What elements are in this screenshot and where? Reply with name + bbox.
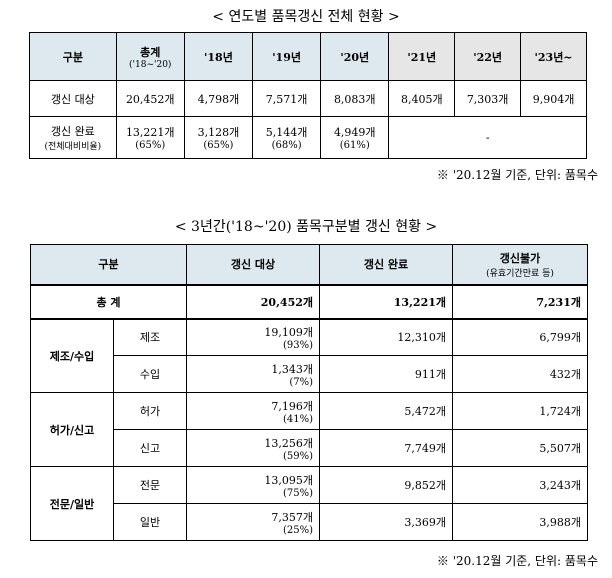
cell: 4,798개 <box>183 80 254 117</box>
sub-label: 허가 <box>113 392 187 430</box>
sub-label: 신고 <box>113 429 187 467</box>
table1-note: ※ '20.12월 기준, 단위: 품목수 <box>436 168 598 182</box>
total-row: 총 계 20,452개 13,221개 7,231개 <box>30 283 588 319</box>
header-y19: '19년 <box>251 32 322 81</box>
sub-label: 제조 <box>113 317 187 356</box>
cell: 5,507개 <box>452 429 588 467</box>
cell: 7,571개 <box>251 80 322 117</box>
cell: 3,128개 (65%) <box>183 116 254 159</box>
cell: 13,221개 (65%) <box>115 116 185 159</box>
header-done: 갱신 완료 <box>319 244 453 285</box>
cell-future: - <box>388 116 587 159</box>
table2-title: < 3년간('18~'20) 품목구분별 갱신 현황 > <box>174 219 438 235</box>
cell: 13,095개 (75%) <box>186 466 320 504</box>
table-row: 수입 1,343개 (7%) 911개 432개 <box>31 355 588 393</box>
category-renewal-table: 구분 갱신 대상 갱신 완료 갱신불가 (유효기간만료 등) 총 계 20,452… <box>30 244 588 541</box>
cell: 19,109개 (93%) <box>186 317 320 356</box>
cell: 8,405개 <box>388 80 456 117</box>
group-label: 제조/수입 <box>30 317 114 393</box>
header-total: 총계 ('18~'20) <box>115 32 185 81</box>
cell: 13,256개 (59%) <box>186 429 320 467</box>
sub-label: 일반 <box>113 503 187 541</box>
table-row: 전문/일반 전문 13,095개 (75%) 9,852개 3,243개 <box>30 466 588 541</box>
header-y18: '18년 <box>183 32 254 81</box>
cell: 7,231개 <box>452 283 588 319</box>
row-label: 갱신 대상 <box>29 80 117 117</box>
group-label: 전문/일반 <box>30 466 114 541</box>
sub-label: 수입 <box>113 355 187 393</box>
cell: 13,221개 <box>319 283 453 319</box>
header-target: 갱신 대상 <box>186 244 320 285</box>
cell: 6,799개 <box>452 317 588 356</box>
header-y23: '23년~ <box>520 32 587 81</box>
cell: 1,343개 (7%) <box>186 355 320 393</box>
sub-label: 전문 <box>113 466 187 504</box>
cell: 9,852개 <box>319 466 453 504</box>
header-y20: '20년 <box>320 32 390 81</box>
total-label: 총 계 <box>30 283 187 319</box>
cell: 911개 <box>319 355 453 393</box>
header-category: 구분 <box>29 32 117 81</box>
table-row: 제조/수입 제조 19,109개 (93%) 12,310개 6,799개 <box>30 317 588 393</box>
yearly-renewal-table: 구분 총계 ('18~'20) '18년 '19년 '20년 '21년 '22년 … <box>29 32 587 159</box>
table1-title: < 연도별 품목갱신 전체 현황 > <box>212 9 400 25</box>
cell: 5,472개 <box>319 392 453 430</box>
cell: 3,369개 <box>319 503 453 541</box>
cell: 20,452개 <box>186 283 320 319</box>
table2-note: ※ '20.12월 기준, 단위: 품목수 <box>436 554 598 568</box>
cell: 12,310개 <box>319 317 453 356</box>
cell: 1,724개 <box>452 392 588 430</box>
cell: 3,988개 <box>452 503 588 541</box>
table-row: 허가/신고 허가 7,196개 (41%) 5,472개 1,724개 <box>30 392 588 467</box>
cell: 5,144개 (68%) <box>251 116 322 159</box>
table-row: 신고 13,256개 (59%) 7,749개 5,507개 <box>31 429 588 467</box>
cell: 7,357개 (25%) <box>186 503 320 541</box>
group-label: 허가/신고 <box>30 392 114 467</box>
header-y22: '22년 <box>454 32 522 81</box>
row-label: 갱신 완료 (전체대비비율) <box>29 116 117 159</box>
header-y21: '21년 <box>388 32 456 81</box>
table-row: 갱신 대상 20,452개 4,798개 7,571개 8,083개 8,405… <box>29 80 587 117</box>
header-fail: 갱신불가 (유효기간만료 등) <box>452 244 588 285</box>
cell: 3,243개 <box>452 466 588 504</box>
cell: 7,303개 <box>454 80 522 117</box>
cell: 20,452개 <box>115 80 185 117</box>
table-row: 갱신 완료 (전체대비비율) 13,221개 (65%) 3,128개 (65%) 5… <box>29 116 587 159</box>
cell: 432개 <box>452 355 588 393</box>
cell: 9,904개 <box>520 80 587 117</box>
cell: 4,949개 (61%) <box>320 116 390 159</box>
table-row: 일반 7,357개 (25%) 3,369개 3,988개 <box>31 503 588 541</box>
cell: 7,749개 <box>319 429 453 467</box>
cell: 8,083개 <box>320 80 390 117</box>
header-category: 구분 <box>30 244 187 285</box>
cell: 7,196개 (41%) <box>186 392 320 430</box>
